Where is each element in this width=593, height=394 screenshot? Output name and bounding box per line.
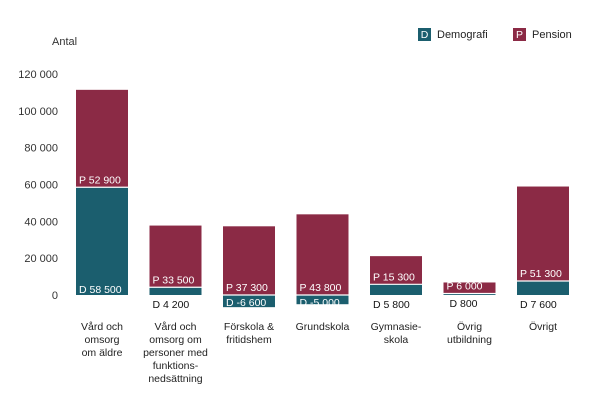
data-label-pension: P 37 300: [226, 282, 268, 294]
y-tick-label: 0: [52, 290, 58, 302]
bar-demografi: [517, 281, 569, 295]
data-labels: P 52 900 D 58 500 P 33 500 D 4 200 P 37 300 D…: [79, 174, 562, 311]
data-label-demografi: D -6 600: [226, 297, 266, 309]
bar-pension: [223, 226, 275, 295]
category-label: utbildning: [447, 334, 492, 346]
data-label-pension: P 43 800: [300, 282, 342, 294]
bar-demografi: [296, 295, 349, 305]
bar-pension: [443, 282, 496, 294]
legend-label: Demografi: [437, 29, 488, 41]
y-tick-label: 80 000: [24, 143, 58, 155]
category-label: Gymnasie-: [371, 321, 422, 333]
bar-pension: [517, 186, 569, 282]
y-tick-label: 40 000: [24, 216, 58, 228]
bar-demografi: [149, 287, 202, 295]
category-label: personer med: [143, 347, 208, 359]
category-label: Förskola &: [224, 321, 274, 333]
data-label-demografi: D 58 500: [79, 284, 122, 296]
y-tick-label: 60 000: [24, 180, 58, 192]
data-label-pension: P 52 900: [79, 174, 121, 186]
category-label: nedsättning: [148, 373, 202, 385]
legend-label: Pension: [532, 29, 572, 41]
bars: [76, 89, 569, 308]
data-label-demografi: D 7 600: [520, 299, 557, 311]
category-label: omsorg om: [149, 334, 202, 346]
category-label: Övrig: [457, 321, 482, 333]
y-tick-label: 100 000: [18, 106, 58, 118]
category-label: omsorg: [84, 334, 119, 346]
data-label-pension: P 6 000: [447, 281, 483, 293]
data-label-pension: P 33 500: [153, 274, 195, 286]
category-label: Övrigt: [529, 321, 557, 333]
bar-demografi: [223, 295, 275, 308]
y-axis: 0 20 000 40 000 60 000 80 000 100 000 120 000: [18, 69, 58, 302]
legend-key: P: [516, 29, 523, 41]
bar-pension: [370, 256, 422, 285]
y-tick-label: 120 000: [18, 69, 58, 81]
data-label-demografi: D -5 000: [300, 297, 340, 309]
category-label: funktions-: [153, 360, 199, 372]
legend-key: D: [421, 29, 429, 41]
category-label: om äldre: [82, 347, 123, 359]
data-label-pension: P 51 300: [520, 268, 562, 280]
y-axis-label: Antal: [52, 36, 77, 48]
category-label: fritidshem: [226, 334, 272, 346]
category-label: Vård och: [154, 321, 196, 333]
legend-swatch-demografi: [418, 28, 431, 41]
bar-demografi: [370, 284, 422, 295]
legend: D Demografi P Pension: [418, 28, 572, 41]
bar-pension: [296, 214, 349, 295]
data-label-demografi: D 4 200: [153, 299, 190, 311]
category-label: Grundskola: [296, 321, 350, 333]
bar-demografi: [76, 187, 128, 295]
legend-swatch-pension: [513, 28, 526, 41]
category-label: Vård och: [81, 321, 123, 333]
bar-pension: [76, 89, 128, 188]
category-label: skola: [384, 334, 409, 346]
data-label-pension: P 15 300: [373, 271, 415, 283]
bar-demografi: [443, 293, 496, 295]
y-tick-label: 20 000: [24, 253, 58, 265]
data-label-demografi: D 800: [450, 298, 478, 310]
data-label-demografi: D 5 800: [373, 299, 410, 311]
bar-pension: [149, 225, 202, 288]
